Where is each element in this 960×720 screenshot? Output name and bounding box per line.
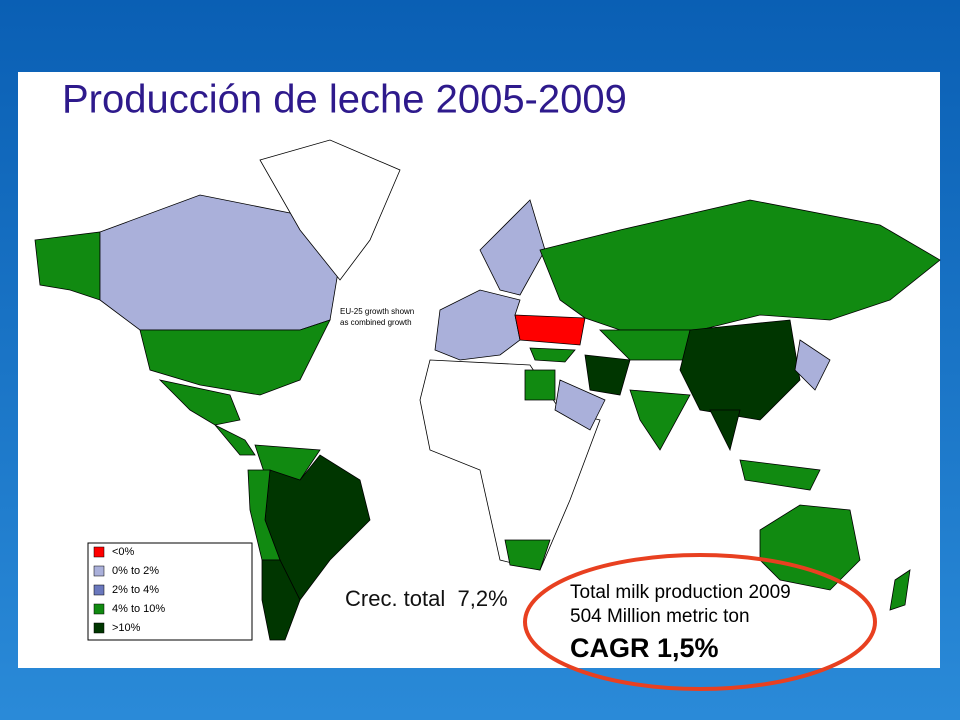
country bbox=[139, 319, 331, 396]
legend-label: 0% to 2% bbox=[112, 565, 159, 577]
callout-ellipse bbox=[523, 553, 877, 691]
country bbox=[158, 379, 241, 426]
legend-label: 4% to 10% bbox=[112, 603, 165, 615]
legend-swatch bbox=[93, 565, 105, 577]
legend-label: <0% bbox=[112, 546, 135, 558]
map-note: as combined growth bbox=[340, 318, 412, 327]
callout-line: Total milk production 2009 bbox=[570, 582, 791, 603]
slide-title: Producción de leche 2005-2009 bbox=[62, 78, 627, 122]
country bbox=[34, 231, 101, 301]
total-growth: Crec. total 7,2% bbox=[345, 586, 508, 611]
country bbox=[584, 354, 631, 396]
country bbox=[889, 569, 911, 611]
legend: <0% 0% to 2% 2% to 4% 4% to 10% >10% bbox=[93, 546, 165, 634]
country bbox=[514, 314, 586, 346]
world-map bbox=[34, 139, 941, 641]
country bbox=[759, 504, 861, 591]
country bbox=[479, 199, 546, 296]
legend-swatch bbox=[93, 622, 105, 634]
callout-line: 504 Million metric ton bbox=[570, 606, 750, 627]
country bbox=[261, 559, 301, 641]
country bbox=[259, 139, 401, 281]
country bbox=[709, 409, 741, 452]
country bbox=[524, 369, 556, 401]
legend-swatch bbox=[93, 546, 105, 558]
country bbox=[629, 389, 691, 451]
country bbox=[529, 347, 576, 363]
country bbox=[214, 424, 256, 456]
country bbox=[794, 339, 831, 391]
legend-swatch bbox=[93, 603, 105, 615]
country bbox=[679, 319, 801, 421]
legend-label: 2% to 4% bbox=[112, 584, 159, 596]
country bbox=[739, 459, 821, 491]
callout-headline: CAGR 1,5% bbox=[570, 633, 719, 663]
legend-swatch bbox=[93, 584, 105, 596]
country bbox=[554, 379, 606, 431]
country bbox=[504, 539, 551, 571]
legend-label: >10% bbox=[112, 622, 141, 634]
map-note: EU-25 growth shown bbox=[340, 307, 414, 316]
legend-box bbox=[87, 542, 253, 641]
